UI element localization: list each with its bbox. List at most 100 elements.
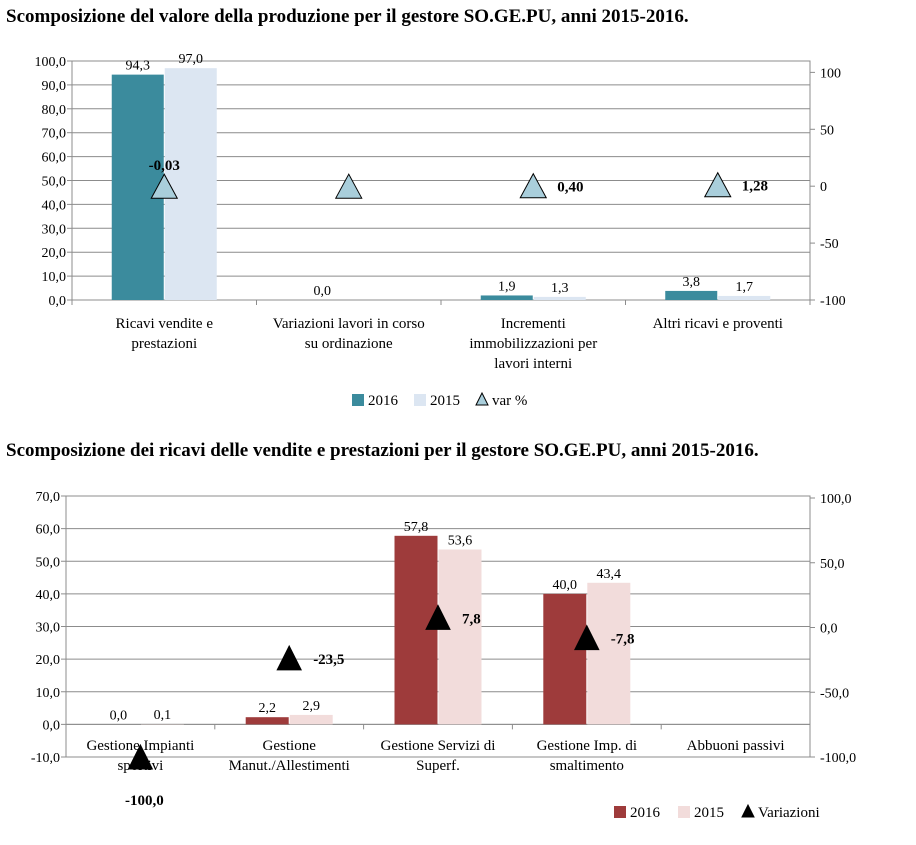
y-tick-label: 0,0 [43, 718, 61, 733]
marker-label: -23,5 [313, 652, 344, 668]
bar-2016-1 [111, 74, 164, 300]
marker-2 [276, 644, 303, 671]
y2-tick-label: 0,0 [820, 622, 838, 637]
category-label: lavori interni [494, 356, 572, 372]
data-label-2016: 2,2 [258, 701, 276, 716]
bar-2016-3 [394, 535, 438, 725]
bar-2015-1 [164, 68, 217, 300]
y-tick-label: 70,0 [36, 490, 61, 505]
marker-label: -7,8 [611, 632, 635, 648]
legend-swatch-2016 [614, 806, 626, 818]
legend-label-2016: 2016 [630, 805, 661, 821]
category-label: Ricavi vendite e [116, 316, 214, 332]
chart2-plot: -10,0 0,0 10,0 20,0 30,0 40,0 50,0 60,0 70,0 -100… [31, 490, 856, 821]
y-tick-label: 60,0 [42, 151, 67, 166]
legend-label-markers: var % [492, 393, 527, 409]
data-label-2015: 97,0 [179, 52, 204, 67]
y-tick-label: 10,0 [42, 270, 67, 285]
y2-tick-label: 50,0 [820, 557, 845, 572]
y-tick-label: 80,0 [42, 103, 67, 118]
data-label-2015: 1,7 [736, 280, 754, 295]
y-tick-label: 60,0 [36, 523, 61, 538]
category-label: Gestione Servizi di [381, 738, 496, 754]
marker-label: 7,8 [462, 611, 481, 627]
category-label: Incrementi [501, 316, 566, 332]
y2-tick-label: -50 [820, 237, 839, 252]
legend-label-2016: 2016 [368, 393, 399, 409]
legend-swatch-2015 [414, 394, 426, 406]
marker-label: 1,28 [742, 179, 768, 195]
y-tick-label: 20,0 [36, 653, 61, 668]
y-tick-label: 20,0 [42, 246, 67, 261]
y-tick-label: 90,0 [42, 79, 67, 94]
chart1-plot: 0,0 10,0 20,0 30,0 40,0 50,0 60,0 70,0 80,0 90,0 1… [35, 52, 846, 409]
y-tick-label: 40,0 [42, 198, 67, 213]
legend-swatch-markers [741, 803, 755, 818]
chart1-title: Scomposizione del valore della produzion… [6, 6, 689, 27]
legend-swatch-2016 [352, 394, 364, 406]
data-label-2015: 2,9 [302, 699, 320, 714]
legend-swatch-markers [475, 391, 489, 406]
y-tick-label: 50,0 [42, 175, 67, 190]
y-tick-label: 30,0 [42, 222, 67, 237]
bar-2016-4 [543, 593, 587, 725]
data-label-2016: 3,8 [683, 275, 701, 290]
category-label: Gestione [263, 738, 317, 754]
y-tick-label: 100,0 [35, 55, 67, 70]
category-label: immobilizzazioni per [469, 336, 597, 352]
marker-3 [519, 172, 548, 199]
y2-tick-label: 100,0 [820, 492, 852, 507]
bar-2016-2 [245, 717, 289, 725]
category-label: Variazioni lavori in corso [273, 316, 425, 332]
category-label: Superf. [416, 758, 460, 774]
data-label-2016: 0,0 [314, 284, 332, 299]
data-label-2016: 94,3 [126, 59, 151, 74]
marker-1 [127, 743, 154, 770]
category-label: smaltimento [550, 758, 624, 774]
y-tick-label: -10,0 [31, 751, 60, 766]
y2-tick-label: -100 [820, 294, 846, 309]
data-label-2016: 1,9 [498, 279, 516, 294]
data-label-2015: 0,1 [154, 708, 172, 723]
y2-tick-label: 0 [820, 180, 827, 195]
bar-2015-3 [438, 549, 482, 725]
data-label-2016: 0,0 [110, 708, 128, 723]
category-label: Abbuoni passivi [687, 738, 785, 754]
y-tick-label: 30,0 [36, 621, 61, 636]
data-label-2016: 40,0 [553, 578, 578, 593]
bar-2015-3 [533, 296, 586, 300]
y2-tick-label: 100 [820, 66, 841, 81]
chart2-title: Scomposizione dei ricavi delle vendite e… [6, 440, 759, 461]
category-label: Altri ricavi e proventi [653, 316, 783, 332]
bar-2016-3 [480, 295, 533, 300]
y-tick-label: 40,0 [36, 588, 61, 603]
data-label-2015: 1,3 [551, 281, 569, 296]
category-label: prestazioni [131, 336, 197, 352]
bar-2015-4 [718, 295, 771, 300]
y-tick-label: 70,0 [42, 127, 67, 142]
y2-tick-label: -100,0 [820, 751, 856, 766]
legend-label-2015: 2015 [430, 393, 460, 409]
marker-label: 0,40 [557, 180, 583, 196]
category-label: su ordinazione [305, 336, 393, 352]
category-label: Gestione Imp. di [537, 738, 637, 754]
y-tick-label: 50,0 [36, 555, 61, 570]
data-label-2015: 43,4 [597, 567, 622, 582]
legend-label-2015: 2015 [694, 805, 724, 821]
bar-2015-2 [289, 714, 333, 725]
y2-tick-label: 50 [820, 123, 834, 138]
category-label: Manut./Allestimenti [229, 758, 350, 774]
legend-label-markers: Variazioni [758, 805, 820, 821]
y-tick-label: 0,0 [49, 294, 67, 309]
marker-3 [425, 604, 451, 630]
y2-tick-label: -50,0 [820, 686, 849, 701]
marker-4 [573, 624, 600, 651]
marker-2 [334, 173, 363, 199]
bar-2016-4 [665, 290, 718, 300]
y-tick-label: 10,0 [36, 686, 61, 701]
marker-4 [703, 171, 732, 198]
marker-label: -100,0 [125, 793, 164, 809]
marker-1 [150, 173, 179, 199]
marker-label: -0,03 [149, 158, 180, 174]
bar-2015-4 [587, 582, 631, 725]
